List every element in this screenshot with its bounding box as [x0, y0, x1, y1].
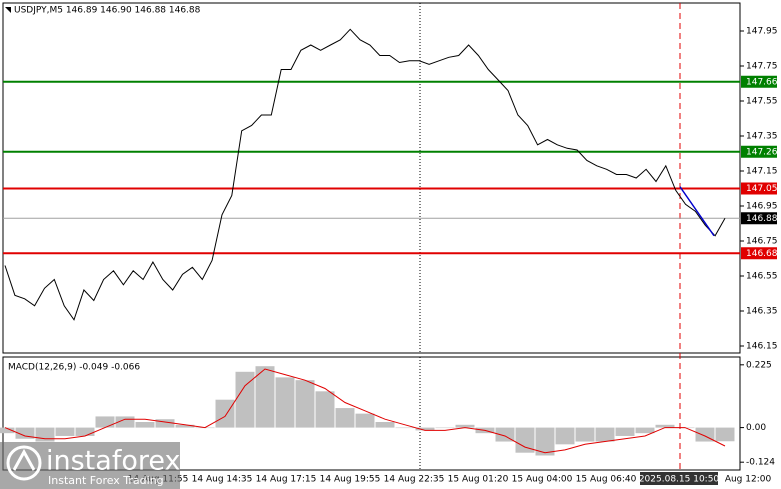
macd-bar — [555, 427, 575, 445]
y-tick-label: 147.95 — [746, 27, 778, 37]
level-label: 146.68 — [746, 249, 778, 259]
level-label-bg — [741, 145, 777, 158]
macd-bar — [455, 424, 475, 428]
macd-bar — [655, 424, 675, 428]
x-tick-label: 14 Aug 14:35 — [192, 475, 253, 485]
last-price-bg — [741, 212, 777, 225]
level-label-bg — [741, 182, 777, 195]
macd-bar — [715, 427, 735, 442]
y-tick-label: -0.124 — [746, 458, 775, 468]
x-tick-label: 14 Aug 17:15 — [256, 475, 317, 485]
x-tick-label: 14 Aug 22:35 — [384, 475, 445, 485]
cursor-time-label: 2025.08.15 10:50 — [639, 475, 720, 485]
macd-bar — [515, 427, 535, 453]
price-panel — [2, 2, 741, 354]
macd-bar — [435, 427, 455, 429]
macd-bar — [235, 371, 255, 428]
watermark-logo — [6, 445, 42, 481]
y-tick-label: 146.75 — [746, 237, 778, 247]
y-tick-label: 147.55 — [746, 97, 778, 107]
y-tick-label: 146.15 — [746, 342, 778, 352]
macd-bar — [315, 391, 335, 428]
chart-title: USDJPY,M5 146.89 146.90 146.88 146.88 — [14, 6, 201, 16]
macd-bar — [595, 427, 615, 442]
macd-bar — [0, 427, 15, 434]
macd-bar — [175, 424, 195, 428]
macd-bar — [215, 399, 235, 428]
title-arrow — [5, 7, 11, 13]
macd-bar — [15, 427, 35, 439]
x-tick-label: 15 Aug 01:20 — [448, 475, 509, 485]
macd-bar — [95, 416, 115, 428]
macd-bar — [35, 427, 55, 442]
y-tick-label: 147.35 — [746, 132, 778, 142]
macd-bar — [155, 419, 175, 428]
macd-bar — [495, 427, 515, 442]
macd-title: MACD(12,26,9) -0.049 -0.066 — [8, 363, 140, 373]
watermark-name: instaforex — [46, 446, 180, 477]
y-tick-label: 146.95 — [746, 202, 778, 212]
macd-bar — [275, 377, 295, 428]
macd-bar — [535, 427, 555, 456]
y-tick-label: 147.75 — [746, 62, 778, 72]
cursor-time-bg — [640, 472, 718, 485]
macd-bar — [575, 427, 595, 442]
macd-bar — [335, 408, 355, 428]
macd-bar — [295, 380, 315, 428]
watermark-logo — [12, 448, 36, 471]
macd-bar — [255, 366, 275, 428]
level-label-bg — [741, 75, 777, 88]
watermark-tagline: Instant Forex Trading — [48, 474, 164, 487]
x-tick-label: 14 Aug 19:55 — [320, 475, 381, 485]
last-price-label: 146.88 — [746, 214, 778, 224]
macd-bar — [355, 413, 375, 428]
macd-bar — [635, 427, 655, 434]
macd-bar — [135, 422, 155, 428]
y-tick-label: 146.55 — [746, 272, 778, 282]
macd-bar — [75, 427, 95, 436]
level-label: 147.05 — [746, 184, 778, 194]
x-tick-label: 15 Aug 04:00 — [512, 475, 573, 485]
price-line — [4, 28, 726, 321]
macd-bar — [415, 427, 435, 431]
y-tick-label: 0.00 — [746, 423, 766, 433]
x-tick-label: 15 Aug 06:40 — [576, 475, 637, 485]
y-tick-label: 0.225 — [746, 360, 772, 370]
macd-bar — [115, 416, 135, 428]
signal-line — [4, 368, 726, 454]
macd-bar — [395, 427, 415, 429]
macd-bar — [615, 427, 635, 436]
macd-bar — [55, 427, 75, 436]
level-label: 147.26 — [746, 147, 778, 157]
y-tick-label: 147.15 — [746, 167, 778, 177]
level-label-bg — [741, 247, 777, 260]
trend-line — [679, 186, 715, 237]
level-label: 147.66 — [746, 77, 778, 87]
x-tick-label: Aug 12:00 — [725, 475, 772, 485]
y-tick-label: 146.35 — [746, 307, 778, 317]
macd-panel — [2, 356, 741, 471]
macd-bar — [375, 422, 395, 428]
